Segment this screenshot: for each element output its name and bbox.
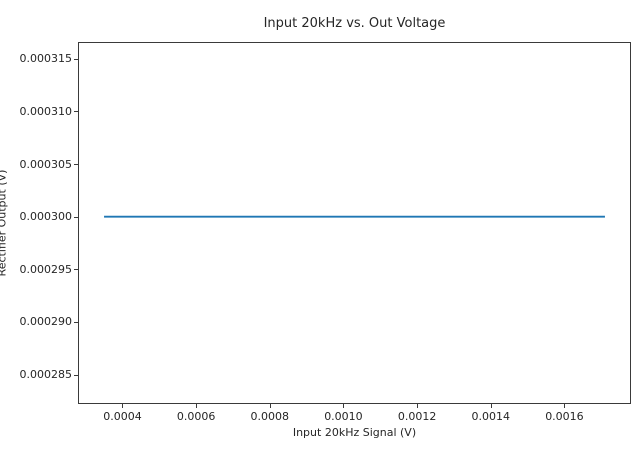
y-tick-label: 0.000305 <box>19 157 73 171</box>
y-tick-label: 0.000285 <box>19 368 73 382</box>
y-tick-mark <box>74 269 78 271</box>
x-tick-label: 0.0006 <box>176 410 216 423</box>
y-tick-label: 0.000310 <box>19 104 73 118</box>
x-tick-mark <box>417 404 419 408</box>
x-tick-label: 0.0016 <box>545 410 584 423</box>
plot-canvas <box>104 215 605 218</box>
x-tick-mark <box>269 404 271 408</box>
y-tick-label: 0.000290 <box>19 315 73 329</box>
x-tick-label: 0.0014 <box>471 410 511 423</box>
x-axis-label: Input 20kHz Signal (V) <box>292 426 417 439</box>
y-tick-label: 0.000300 <box>19 210 73 224</box>
x-tick-label: 0.0008 <box>250 410 290 423</box>
x-tick-mark <box>564 404 566 408</box>
y-tick-label: 0.000315 <box>19 52 73 66</box>
y-tick-mark <box>74 111 78 113</box>
y-tick-mark <box>74 216 78 218</box>
x-tick-mark <box>122 404 124 408</box>
y-tick-mark <box>74 374 78 376</box>
x-tick-label: 0.0010 <box>324 410 363 423</box>
y-tick-mark <box>74 321 78 323</box>
y-tick-mark <box>74 164 78 166</box>
plot-area <box>78 42 631 404</box>
x-tick-label: 0.0004 <box>103 410 142 423</box>
x-tick-mark <box>196 404 198 408</box>
chart-title: Input 20kHz vs. Out Voltage <box>263 16 446 31</box>
x-tick-label: 0.0012 <box>397 410 437 423</box>
y-tick-label: 0.000295 <box>19 262 73 276</box>
x-tick-mark <box>490 404 492 408</box>
x-tick-mark <box>343 404 345 408</box>
y-tick-mark <box>74 58 78 60</box>
